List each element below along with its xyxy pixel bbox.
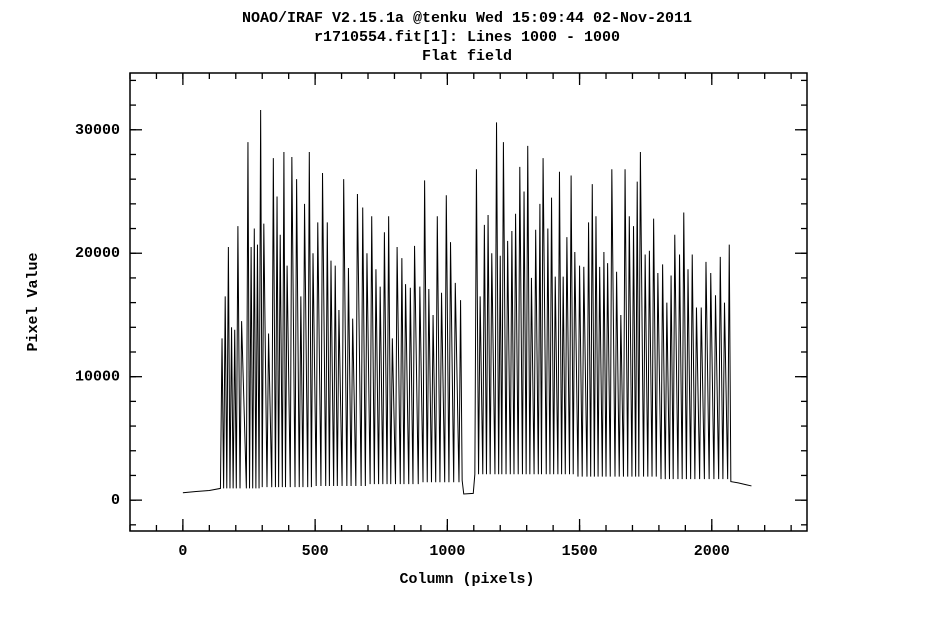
chart-subtitle: r1710554.fit[1]: Lines 1000 - 1000: [314, 29, 620, 46]
y-axis-label: Pixel Value: [25, 252, 42, 351]
x-axis-label: Column (pixels): [399, 571, 534, 588]
x-tick-label: 500: [302, 543, 329, 560]
y-tick-label: 0: [111, 492, 120, 509]
data-line: [182, 110, 752, 495]
x-tick-label: 1500: [562, 543, 598, 560]
x-tick-label: 0: [178, 543, 187, 560]
chart-title: NOAO/IRAF V2.15.1a @tenku Wed 15:09:44 0…: [242, 10, 692, 27]
x-tick-label: 1000: [429, 543, 465, 560]
y-tick-label: 30000: [75, 122, 120, 139]
x-tick-label: 2000: [694, 543, 730, 560]
y-tick-label: 10000: [75, 369, 120, 386]
y-tick-label: 20000: [75, 245, 120, 262]
chart-subtitle: Flat field: [422, 48, 512, 65]
